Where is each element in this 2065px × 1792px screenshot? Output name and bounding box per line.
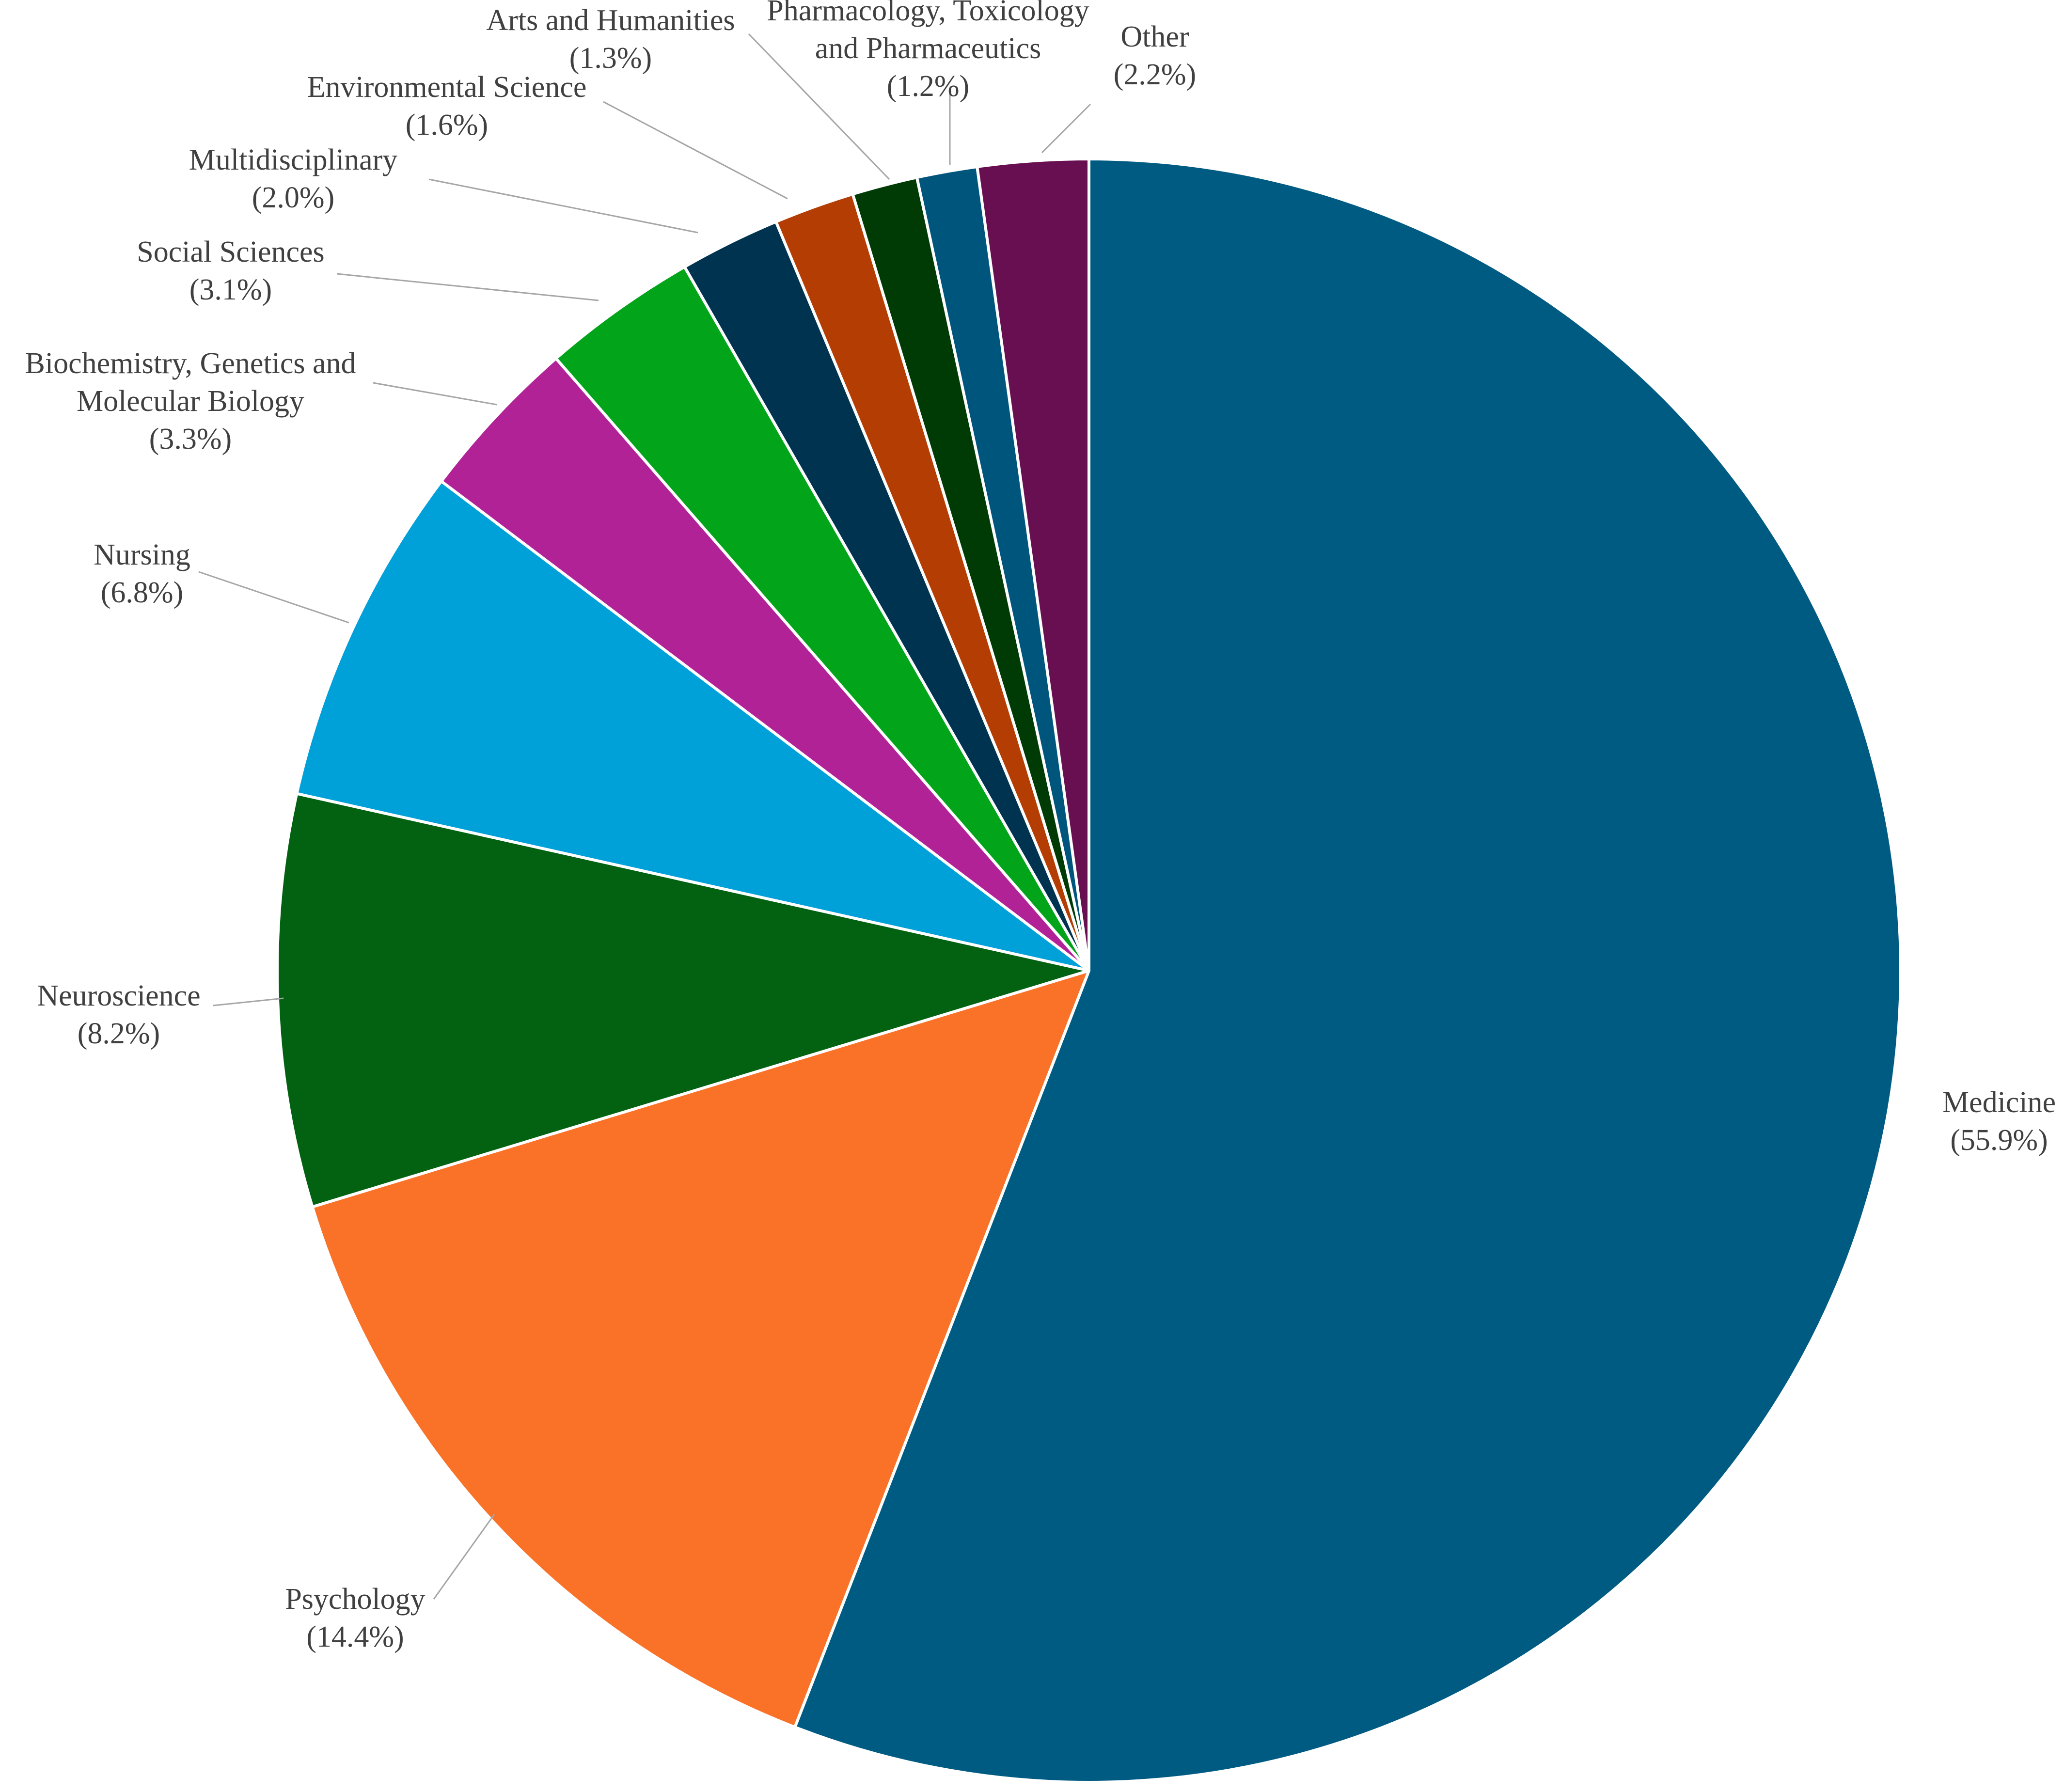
slice-label-arts-and-humanities: Arts and Humanities (1.3%) (486, 4, 735, 75)
slice-name: and Pharmaceutics (815, 32, 1041, 65)
pie-slice-medicine (793, 157, 1902, 1784)
labels-layer: Medicine (55.9%) Psychology (14.4%) Neurosci… (25, 0, 2056, 1653)
slice-name: Arts and Humanities (486, 4, 735, 37)
slice-name: Environmental Science (307, 71, 587, 104)
slice-percent: (1.2%) (887, 70, 969, 103)
slice-percent: (55.9%) (1950, 1124, 2048, 1157)
slice-name: Multidisciplinary (189, 143, 398, 176)
data-label-nursing: Nursing (6.8%) (94, 538, 190, 609)
pie-slice-psychology (311, 969, 1090, 1729)
slice-label-nursing: Nursing (6.8%) (94, 538, 190, 609)
slice-percent: (2.2%) (1114, 58, 1196, 91)
slice-label-other: Other (2.2%) (1114, 20, 1196, 91)
slice-percent: (3.3%) (149, 423, 232, 456)
leader-line-social-sciences (336, 273, 599, 301)
slice-percent: (14.4%) (306, 1620, 404, 1653)
slice-name: Psychology (285, 1583, 425, 1616)
slices-layer (276, 157, 1902, 1784)
pie-slice-social-sciences (554, 265, 1090, 972)
slice-label-environmental-science: Environmental Science (1.6%) (307, 71, 587, 141)
slice-label-pharmacology-toxicology-and-pharmaceutics: Pharmacology, Toxicology and Pharmaceutic… (767, 0, 1089, 103)
leader-line-nursing (198, 571, 349, 624)
leader-line-neuroscience (213, 997, 284, 1006)
slice-label-social-sciences: Social Sciences (3.1%) (137, 236, 324, 306)
slice-name: Social Sciences (137, 236, 324, 268)
slice-label-multidisciplinary: Multidisciplinary (2.0%) (189, 143, 398, 214)
pie-slice-neuroscience (276, 792, 1090, 1209)
data-label-neuroscience: Neuroscience (8.2%) (37, 979, 200, 1050)
leader-line-arts-and-humanities (748, 33, 890, 180)
leader-line-multidisciplinary (428, 178, 698, 234)
slice-name: Molecular Biology (77, 385, 304, 418)
slice-name: Neuroscience (37, 979, 200, 1012)
data-label-social-sciences: Social Sciences (3.1%) (137, 236, 324, 306)
leader-lines-layer (198, 33, 1091, 1600)
slice-percent: (1.6%) (406, 109, 488, 141)
slice-label-psychology: Psychology (14.4%) (285, 1583, 425, 1653)
slice-name: Medicine (1942, 1086, 2056, 1119)
data-label-psychology: Psychology (14.4%) (285, 1583, 425, 1653)
data-label-environmental-science: Environmental Science (1.6%) (307, 71, 587, 141)
pie-slice-nursing (295, 480, 1090, 972)
pie-slice-biochemistry-genetics-and-molecular-biology (440, 357, 1090, 972)
data-label-other: Other (2.2%) (1114, 20, 1196, 91)
data-label-biochemistry-genetics-and-molecular-biology: Biochemistry, Genetics and Molecular Biol… (25, 347, 356, 456)
slice-label-medicine: Medicine (55.9%) (1942, 1086, 2056, 1157)
leader-line-psychology (433, 1514, 495, 1600)
leader-line-biochemistry-genetics-and-molecular-biology (373, 382, 497, 406)
slice-label-neuroscience: Neuroscience (8.2%) (37, 979, 200, 1050)
data-label-multidisciplinary: Multidisciplinary (2.0%) (189, 143, 398, 214)
slice-name: Other (1120, 20, 1189, 53)
data-label-medicine: Medicine (55.9%) (1942, 1086, 2056, 1157)
slice-percent: (3.1%) (189, 273, 272, 306)
slice-percent: (1.3%) (569, 42, 652, 75)
slice-name: Nursing (94, 538, 190, 571)
slice-percent: (6.8%) (101, 576, 183, 609)
data-label-pharmacology-toxicology-and-pharmaceutics: Pharmacology, Toxicology and Pharmaceutic… (767, 0, 1089, 103)
pie-slice-other (976, 157, 1090, 972)
slice-name: Biochemistry, Genetics and (25, 347, 356, 380)
data-label-arts-and-humanities: Arts and Humanities (1.3%) (486, 4, 735, 75)
leader-line-environmental-science (603, 101, 788, 200)
slice-label-biochemistry-genetics-and-molecular-biology: Biochemistry, Genetics and Molecular Biol… (25, 347, 356, 456)
slice-name: Pharmacology, Toxicology (767, 0, 1089, 27)
slice-percent: (2.0%) (252, 181, 334, 214)
leader-line-other (1041, 103, 1091, 154)
slice-percent: (8.2%) (78, 1017, 160, 1050)
